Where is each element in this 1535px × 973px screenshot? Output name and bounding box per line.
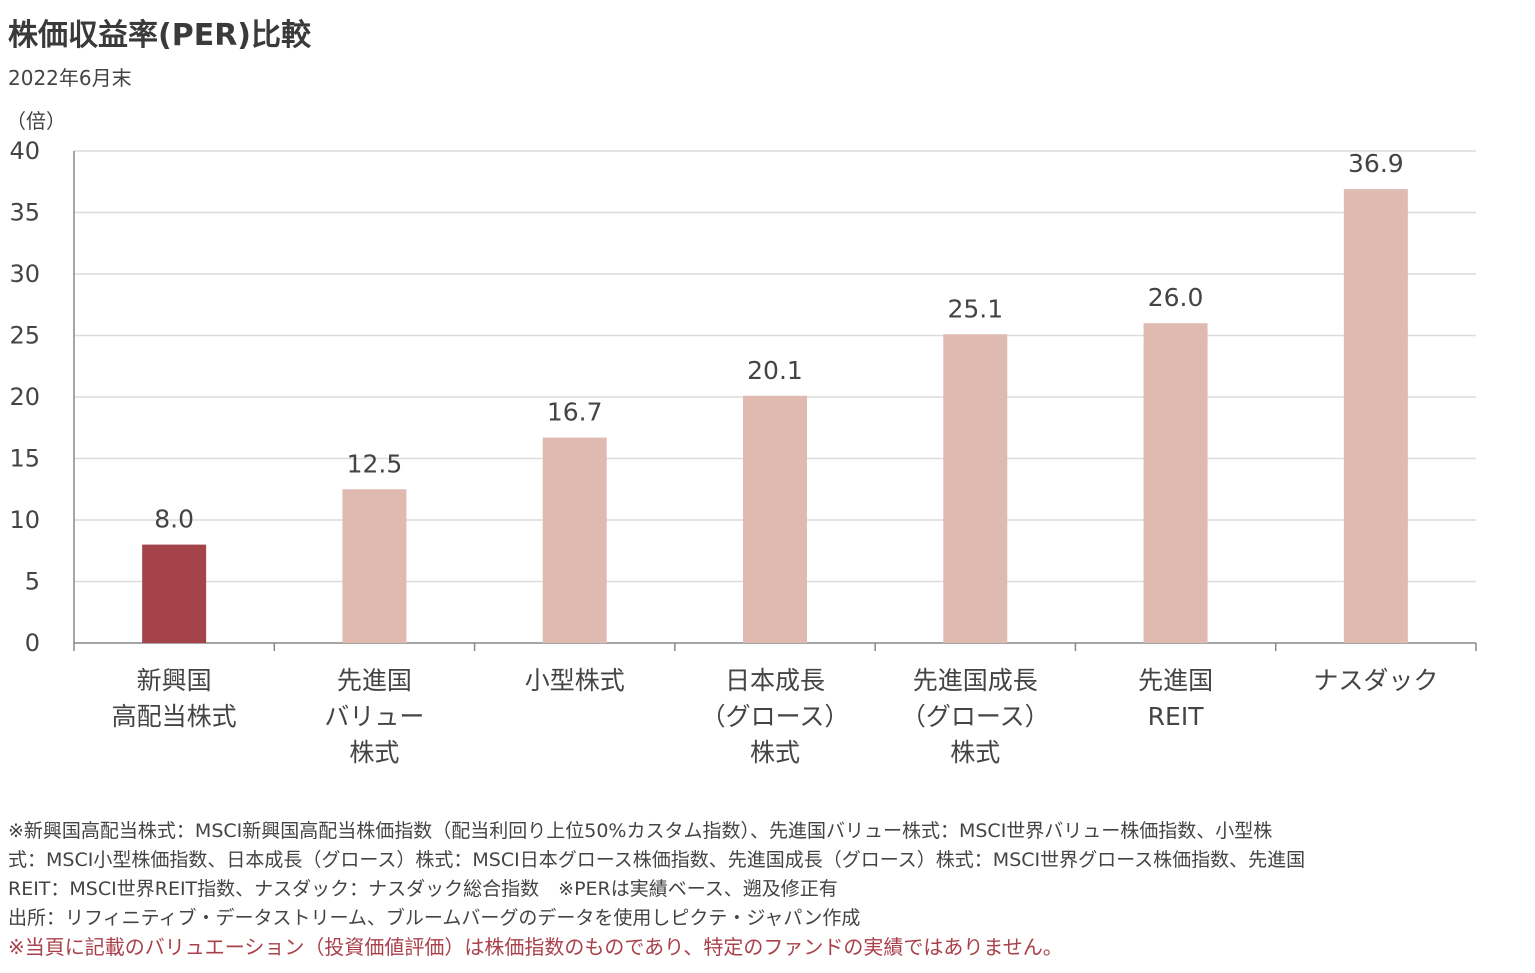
y-tick-label: 35 <box>9 199 40 227</box>
x-tick-label: 日本成長 <box>725 666 825 695</box>
x-tick-label: REIT <box>1148 702 1205 731</box>
bar <box>943 334 1008 643</box>
x-tick-label: 先進国 <box>337 666 412 695</box>
y-tick-label: 10 <box>9 506 40 534</box>
data-label: 12.5 <box>347 449 403 478</box>
footnote-line: ※新興国高配当株式：MSCI新興国高配当株価指数（配当利回り上位50%カスタム指… <box>8 820 1273 842</box>
bar-chart: 0 5 10 15 20 25 30 35 40 （倍） 8.0 新興国高配当株式 12.5 先進国バリュ… <box>6 109 1477 767</box>
footnote-line: REIT：MSCI世界REIT指数、ナスダック：ナスダック総合指数 ※PERは実… <box>8 878 838 900</box>
x-tick-label: 先進国 <box>1138 666 1213 695</box>
chart-subtitle: 2022年6月末 <box>8 66 132 90</box>
x-tick-label: 株式 <box>349 738 399 767</box>
x-tick-label: 高配当株式 <box>112 702 237 731</box>
source-note: 出所：リフィニティブ・データストリーム、ブルームバーグのデータを使用しピクテ・ジ… <box>8 907 861 929</box>
bar <box>1343 189 1408 643</box>
data-label: 8.0 <box>154 505 194 534</box>
footnote-line: 式：MSCI小型株価指数、日本成長（グロース）株式：MSCI日本グロース株価指数… <box>8 849 1306 871</box>
x-tick-label: 株式 <box>950 738 1000 767</box>
x-tick-label: 株式 <box>750 738 800 767</box>
y-tick-label: 0 <box>25 629 40 657</box>
y-tick-label: 15 <box>9 445 40 473</box>
x-tick-label: （グロース） <box>901 702 1050 731</box>
bar <box>542 437 607 643</box>
data-label: 36.9 <box>1348 149 1404 178</box>
x-tick-label: 新興国 <box>137 666 212 695</box>
y-tick-label: 5 <box>25 568 40 596</box>
y-tick-label: 20 <box>9 383 40 411</box>
x-tick-label: （グロース） <box>701 702 850 731</box>
bar <box>1143 323 1208 643</box>
disclaimer-note: ※当頁に記載のバリュエーション（投資価値評価）は株価指数のものであり、特定のファ… <box>8 935 1063 959</box>
y-tick-label: 25 <box>9 322 40 350</box>
y-tick-label: 40 <box>9 137 40 165</box>
x-tick-label: 先進国成長 <box>913 666 1038 695</box>
bar <box>342 489 407 643</box>
chart-title: 株価収益率(PER)比較 <box>8 18 312 53</box>
x-tick-label: 小型株式 <box>525 666 625 695</box>
y-tick-label: 30 <box>9 260 40 288</box>
y-axis-label: （倍） <box>6 109 66 133</box>
x-tick-label: バリュー <box>324 702 424 731</box>
data-label: 20.1 <box>747 356 803 385</box>
data-label: 26.0 <box>1148 283 1204 312</box>
x-tick-label: ナスダック <box>1313 666 1438 695</box>
data-label: 25.1 <box>947 294 1003 323</box>
bar <box>743 395 807 643</box>
bar <box>142 544 207 643</box>
data-label: 16.7 <box>547 398 603 427</box>
footnotes: ※新興国高配当株式：MSCI新興国高配当株価指数（配当利回り上位50%カスタム指… <box>8 817 1523 962</box>
